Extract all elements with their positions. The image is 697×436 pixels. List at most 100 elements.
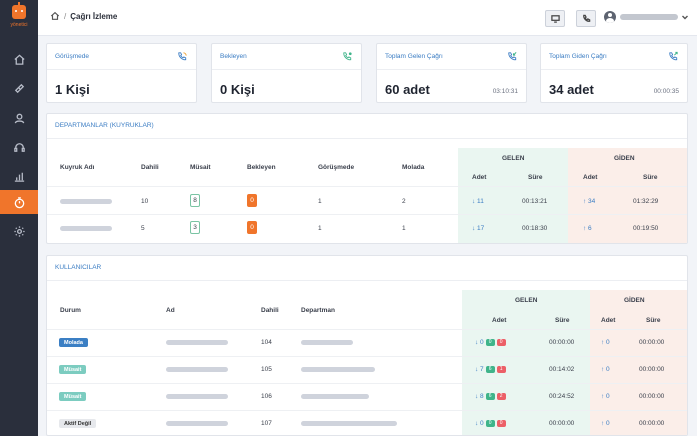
home-icon bbox=[13, 53, 25, 65]
outgoing-zone bbox=[568, 148, 687, 243]
in-duration: 00:00:00 bbox=[549, 339, 575, 346]
sidebar-item-reports[interactable] bbox=[0, 164, 38, 188]
stat-card-talking: Görüşmede 1 Kişi bbox=[46, 43, 197, 103]
sidebar-item-tickets[interactable] bbox=[0, 76, 38, 100]
stat-card-value: 0 Kişi bbox=[220, 82, 255, 97]
stat-card-title: Bekleyen bbox=[220, 53, 247, 60]
answered-badge: 6 bbox=[485, 393, 495, 400]
user-ext: 105 bbox=[261, 366, 272, 373]
phone-waiting-icon bbox=[343, 52, 352, 61]
divider bbox=[47, 69, 196, 70]
phone-button[interactable] bbox=[576, 10, 596, 27]
in-duration: 00:18:30 bbox=[522, 225, 548, 232]
out-count: ↑ 34 bbox=[583, 198, 596, 205]
missed-badge: 0 bbox=[496, 339, 506, 346]
sidebar-item-settings[interactable] bbox=[0, 219, 38, 243]
home-icon[interactable] bbox=[50, 11, 60, 21]
col-header-out-count: Adet bbox=[601, 317, 616, 324]
divider bbox=[47, 186, 687, 187]
out-count: ↑ 0 bbox=[601, 420, 610, 427]
user-menu[interactable] bbox=[604, 11, 689, 23]
out-count: ↑ 0 bbox=[601, 393, 610, 400]
user-ext: 106 bbox=[261, 393, 272, 400]
sidebar-item-users[interactable] bbox=[0, 106, 38, 130]
col-header-out-duration: Süre bbox=[643, 174, 658, 181]
sidebar-item-call-monitor[interactable] bbox=[0, 190, 38, 214]
breadcrumb-separator: / bbox=[64, 11, 67, 21]
available-count: 8 bbox=[190, 194, 200, 207]
queue-name-redacted bbox=[60, 199, 112, 204]
phone-incoming-icon bbox=[508, 52, 517, 61]
top-bar: / Çağrı İzleme bbox=[38, 0, 697, 36]
talking-count: 1 bbox=[318, 225, 322, 232]
user-name-redacted bbox=[166, 367, 228, 372]
col-header-talking: Görüşmede bbox=[318, 164, 355, 171]
department-redacted bbox=[301, 367, 375, 372]
user-icon bbox=[14, 113, 24, 123]
col-header-incoming: GELEN bbox=[502, 155, 525, 162]
breadcrumb: / Çağrı İzleme bbox=[50, 11, 117, 21]
stat-card-value: 34 adet bbox=[549, 82, 594, 97]
sidebar-item-home[interactable] bbox=[0, 47, 38, 71]
in-count: ↓ 17 bbox=[472, 225, 485, 232]
phone-outgoing-icon bbox=[669, 51, 678, 61]
ticket-icon bbox=[14, 83, 24, 93]
department-redacted bbox=[301, 340, 353, 345]
sidebar-item-support[interactable] bbox=[0, 135, 38, 159]
out-duration: 01:32:29 bbox=[633, 198, 659, 205]
col-header-available: Müsait bbox=[190, 164, 211, 171]
col-header-in-count: Adet bbox=[492, 317, 507, 324]
divider bbox=[47, 356, 687, 357]
col-header-name: Ad bbox=[166, 307, 175, 314]
robot-logo-icon bbox=[12, 2, 26, 19]
in-count-value: ↓ 0 bbox=[475, 420, 484, 428]
stat-card-title: Toplam Giden Çağrı bbox=[549, 53, 607, 60]
col-header-out-duration: Süre bbox=[646, 317, 661, 324]
stat-card-waiting: Bekleyen 0 Kişi bbox=[211, 43, 362, 103]
divider bbox=[47, 383, 687, 384]
user-name-redacted bbox=[620, 14, 678, 20]
user-ext: 107 bbox=[261, 420, 272, 427]
chart-icon bbox=[14, 172, 24, 182]
divider bbox=[212, 69, 361, 70]
divider bbox=[377, 69, 526, 70]
outgoing-zone bbox=[590, 290, 687, 435]
col-header-out-count: Adet bbox=[583, 174, 598, 181]
status-badge: Müsait bbox=[59, 365, 87, 374]
out-duration: 00:00:00 bbox=[639, 393, 665, 400]
answered-badge: 0 bbox=[485, 420, 495, 427]
col-header-waiting: Bekleyen bbox=[247, 164, 276, 171]
status-badge: Müsait bbox=[59, 392, 87, 401]
status-badge: Aktif Değil bbox=[59, 419, 97, 428]
stat-card-title: Görüşmede bbox=[55, 53, 89, 60]
missed-badge: 2 bbox=[496, 393, 506, 400]
stat-card-value: 1 Kişi bbox=[55, 82, 90, 97]
stat-card-outgoing-total: Toplam Giden Çağrı 34 adet 00:00:35 bbox=[540, 43, 688, 103]
col-header-queue: Kuyruk Adı bbox=[60, 164, 95, 171]
logo-text: yönetici bbox=[10, 22, 28, 28]
stat-card-title: Toplam Gelen Çağrı bbox=[385, 53, 443, 60]
queue-name-redacted bbox=[60, 226, 112, 231]
panel-title: KULLANICILAR bbox=[55, 264, 102, 271]
stat-card-value: 60 adet bbox=[385, 82, 430, 97]
col-header-status: Durum bbox=[60, 307, 81, 314]
out-duration: 00:19:50 bbox=[633, 225, 659, 232]
missed-badge: 1 bbox=[496, 366, 506, 373]
screen-button[interactable] bbox=[545, 10, 565, 27]
waiting-count: 0 bbox=[247, 194, 257, 207]
out-count: ↑ 0 bbox=[601, 339, 610, 346]
settings-icon bbox=[13, 225, 25, 237]
missed-badge: 0 bbox=[496, 420, 506, 427]
incoming-zone bbox=[462, 290, 590, 435]
col-header-dept: Departman bbox=[301, 307, 335, 314]
in-count-value: ↓ 8 bbox=[475, 393, 484, 401]
divider bbox=[47, 138, 687, 139]
in-duration: 00:00:00 bbox=[549, 420, 575, 427]
app-logo[interactable]: yönetici bbox=[4, 2, 34, 35]
user-name-redacted bbox=[166, 394, 228, 399]
headset-icon bbox=[13, 142, 25, 152]
departments-panel: DEPARTMANLAR (KUYRUKLAR) Kuyruk Adı Dahi… bbox=[46, 113, 688, 244]
department-redacted bbox=[301, 394, 369, 399]
